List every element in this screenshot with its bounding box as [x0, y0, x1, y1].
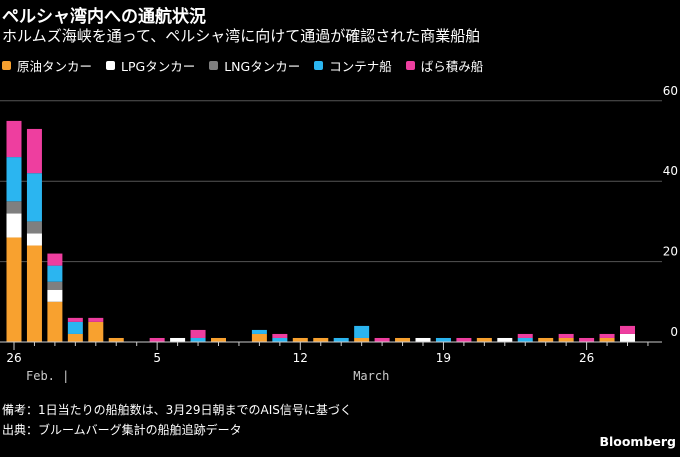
bar-segment — [558, 337, 574, 342]
bar-segment — [272, 333, 288, 338]
legend-swatch — [405, 61, 415, 70]
bar-segment — [26, 221, 42, 234]
x-tick-label: 12 — [293, 351, 308, 365]
chart-title: ペルシャ湾内への通航状況 — [2, 7, 206, 27]
bar-segment — [149, 337, 165, 342]
bar-segment — [88, 317, 104, 322]
bloomberg-logo: Bloomberg — [599, 434, 676, 449]
legend-label: LNGタンカー — [224, 59, 301, 74]
legend-item-lng: LNGタンカー — [209, 56, 300, 75]
x-tick-label: 26 — [579, 351, 594, 365]
bar-segment — [272, 337, 288, 342]
x-tick-label: 19 — [436, 351, 451, 365]
x-tick-label: 26 — [6, 351, 21, 365]
bar-segment — [476, 337, 492, 342]
legend-label: LPGタンカー — [121, 59, 196, 74]
bar-segment — [67, 321, 83, 334]
bar-segment — [374, 337, 390, 342]
bar-segment — [26, 245, 42, 342]
bar-segment — [456, 337, 472, 342]
bar-segment — [251, 333, 267, 342]
legend-item-lpg: LPGタンカー — [106, 56, 195, 75]
bar-segment — [251, 329, 267, 334]
bar-segment — [620, 333, 635, 342]
legend-swatch — [2, 61, 11, 70]
bar-segment — [26, 128, 42, 174]
y-tick-label: 40 — [663, 164, 678, 178]
x-tick-label: 5 — [153, 351, 161, 365]
bar-segment — [26, 233, 42, 246]
month-label: March — [353, 369, 389, 383]
note-text: 備考：1日当たりの船舶数は、3月29日朝までのAIS信号に基づく — [2, 403, 352, 417]
legend-swatch — [209, 61, 219, 70]
bar-segment — [67, 333, 83, 342]
bar-segment — [579, 337, 595, 342]
legend-item-container: コンテナ船 — [314, 56, 392, 75]
bar-segment — [211, 337, 226, 342]
bar-segment — [190, 329, 206, 338]
bar-segment — [354, 325, 370, 338]
y-tick-label: 20 — [663, 245, 678, 259]
bar-segment — [333, 337, 349, 342]
chart-subtitle: ホルムズ海峡を通って、ペルシャ湾に向けて通過が確認された商業船舶 — [2, 27, 481, 45]
legend-item-crude: 原油タンカー — [2, 56, 92, 75]
bar-segment — [415, 337, 431, 342]
bar-segment — [517, 333, 533, 338]
y-tick-label: 0 — [670, 325, 678, 339]
bar-segment — [88, 321, 104, 342]
bar-segment — [620, 325, 635, 334]
bar-segment — [517, 337, 533, 342]
legend-label: ばら積み船 — [420, 59, 484, 74]
bar-segment — [47, 281, 63, 290]
bar-segment — [435, 337, 451, 342]
y-tick-label: 60 — [663, 84, 678, 98]
legend-swatch — [106, 61, 116, 70]
bar-segment — [47, 253, 63, 266]
bar-segment — [47, 289, 63, 302]
legend-item-bulk: ばら積み船 — [405, 56, 484, 75]
bar-segment — [67, 317, 83, 322]
bar-segment — [108, 337, 124, 342]
month-label: Feb. | — [26, 369, 69, 383]
bar-segment — [354, 337, 370, 342]
bar-segment — [538, 337, 554, 342]
legend-swatch — [314, 61, 324, 70]
bar-segment — [313, 337, 329, 342]
bar-segment — [26, 173, 42, 222]
bar-segment — [497, 337, 513, 342]
bar-segment — [6, 237, 22, 342]
bar-segment — [6, 201, 22, 214]
bar-segment — [558, 333, 574, 338]
bar-segment — [6, 120, 22, 158]
bar-segment — [292, 337, 308, 342]
bar-segment — [599, 337, 615, 342]
bar-segment — [190, 337, 206, 342]
legend-label: 原油タンカー — [17, 59, 93, 74]
bar-segment — [395, 337, 411, 342]
bar-segment — [47, 265, 63, 282]
legend-label: コンテナ船 — [329, 59, 392, 74]
legend: 原油タンカー LPGタンカー LNGタンカー コンテナ船 ばら積み船 — [2, 56, 483, 75]
bar-segment — [170, 337, 186, 342]
bar-segment — [6, 213, 22, 238]
bar-segment — [599, 333, 615, 338]
bar-segment — [6, 157, 22, 202]
bar-segment — [47, 301, 63, 342]
source-text: 出典：ブルームバーグ集計の船舶追跡データ — [2, 423, 242, 437]
